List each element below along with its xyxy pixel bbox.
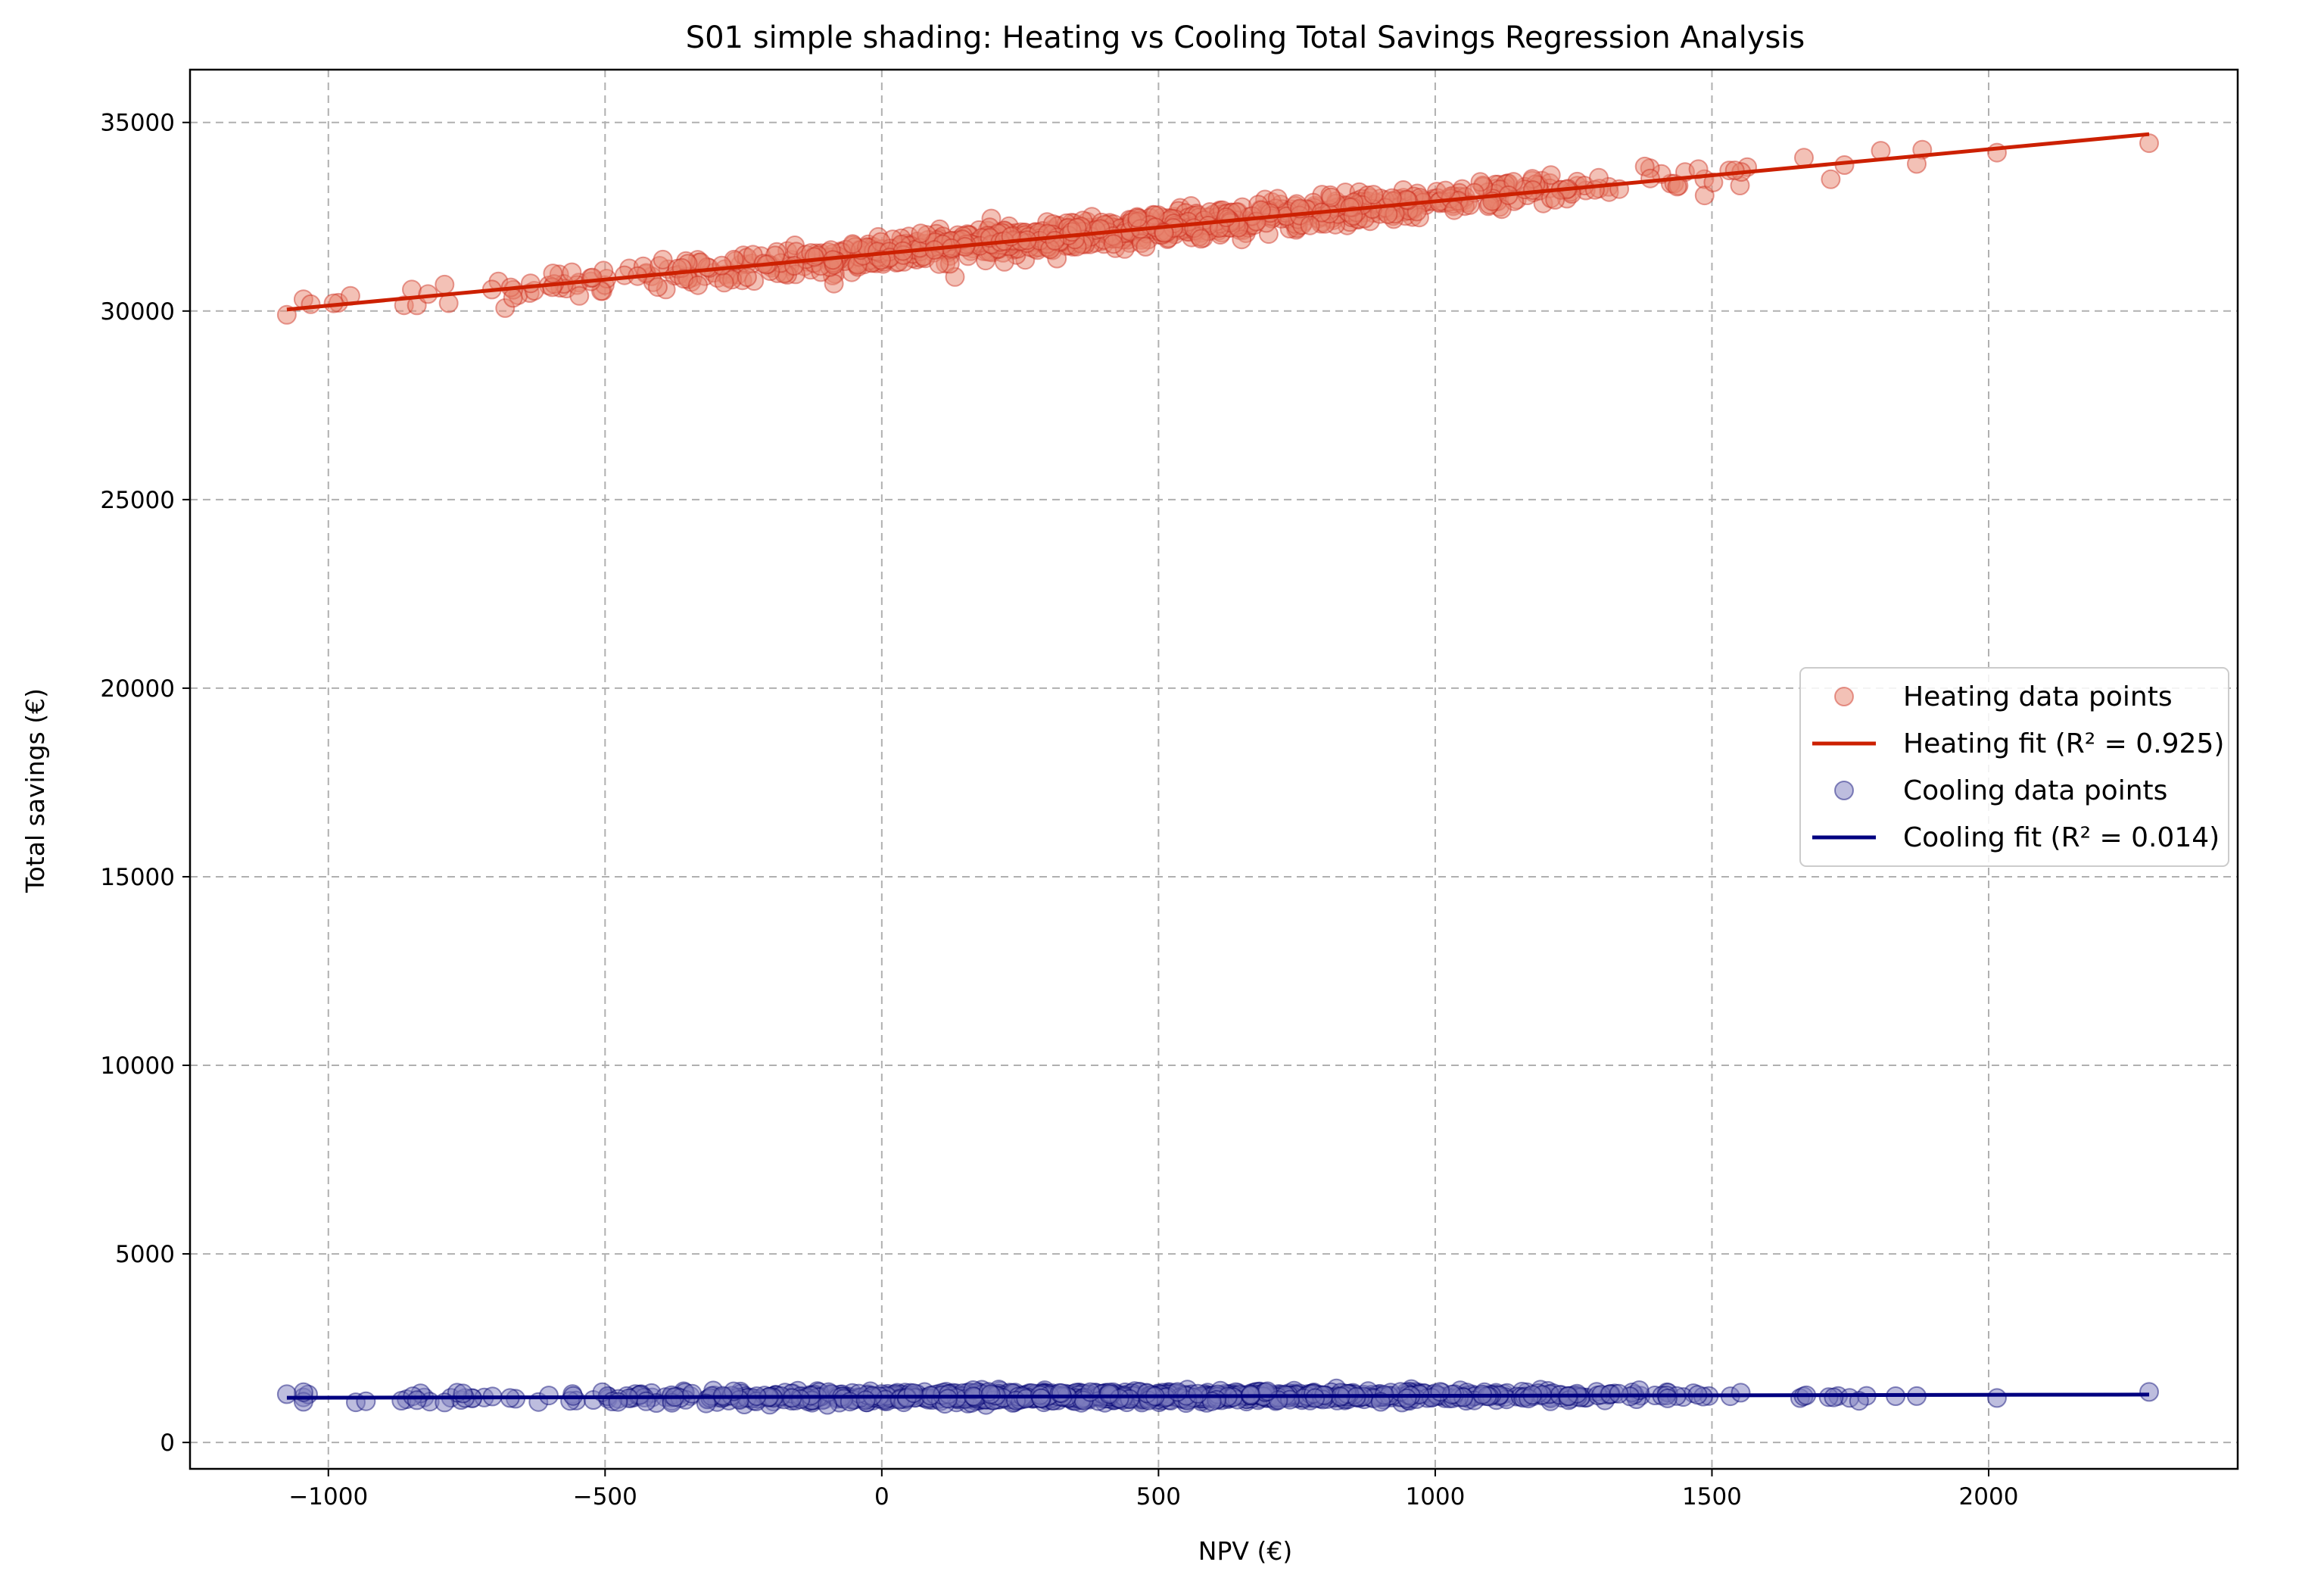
legend-box — [1799, 667, 2229, 867]
heating-data-point — [562, 262, 582, 282]
y-tick-label: 25000 — [100, 487, 175, 514]
heating-data-point — [569, 285, 590, 306]
cooling-data-point — [1305, 1388, 1326, 1408]
heating-data-point — [1694, 186, 1715, 206]
heating-data-point — [804, 247, 824, 267]
heating-data-point — [1640, 168, 1660, 189]
heating-data-point — [1191, 229, 1211, 249]
heating-data-point — [1541, 165, 1561, 186]
heating-data-point — [1104, 234, 1123, 254]
heating-data-point — [1363, 185, 1384, 205]
x-tick-label: 0 — [874, 1483, 889, 1510]
y-tick-label: 35000 — [100, 110, 175, 137]
heating-data-point — [647, 277, 668, 298]
y-tick-label: 15000 — [100, 864, 175, 891]
cooling-data-point — [1051, 1383, 1071, 1403]
heating-fit-line — [286, 132, 2150, 312]
heating-data-point — [843, 234, 863, 254]
x-axis-title: NPV (€) — [1198, 1536, 1292, 1566]
cooling-data-point — [1824, 1387, 1844, 1408]
grid-lines — [190, 70, 2238, 1469]
heating-data-scatter — [276, 133, 2159, 325]
heating-data-point — [435, 274, 455, 295]
heating-data-point — [1300, 215, 1320, 235]
heating-data-point — [1444, 200, 1464, 220]
x-tick-label: 500 — [1136, 1483, 1181, 1510]
x-tick-label: 2000 — [1959, 1483, 2019, 1510]
y-tick-label: 30000 — [100, 298, 175, 326]
legend-marker — [1834, 781, 1854, 800]
heating-data-point — [1435, 180, 1456, 201]
heating-data-point — [520, 273, 541, 294]
legend-label: Cooling fit (R² = 0.014) — [1903, 822, 2220, 853]
y-tick-label: 0 — [160, 1429, 175, 1457]
cooling-data-point — [453, 1383, 473, 1404]
cooling-data-point — [903, 1383, 924, 1403]
cooling-data-point — [276, 1384, 297, 1404]
series-layer — [276, 132, 2159, 1415]
cooling-data-point — [636, 1391, 656, 1411]
x-tick-label: −500 — [573, 1483, 637, 1510]
heating-data-point — [911, 223, 931, 244]
x-tick-label: 1000 — [1405, 1483, 1465, 1510]
y-axis-title: Total savings (€) — [20, 688, 50, 893]
cooling-data-point — [980, 1384, 1001, 1404]
legend-label: Heating data points — [1903, 681, 2173, 712]
axis-ticks: −1000 −500 0 500 1000 1500 2000050001000015000… — [100, 110, 2018, 1510]
cooling-data-point — [938, 1389, 958, 1409]
heating-data-point — [1216, 207, 1236, 227]
x-tick-label: 1500 — [1682, 1483, 1742, 1510]
plot-frame — [188, 68, 2239, 1470]
heating-data-point — [543, 263, 563, 284]
heating-data-point — [503, 288, 523, 308]
legend: Heating data points Heating fit (R² = 0.9… — [1799, 667, 2229, 867]
heating-data-point — [2139, 133, 2159, 154]
heating-data-point — [301, 294, 321, 314]
cooling-data-point — [855, 1390, 876, 1411]
cooling-data-point — [2139, 1382, 2159, 1402]
cooling-data-point — [356, 1391, 376, 1411]
heating-data-point — [1821, 169, 1841, 189]
legend-label: Heating fit (R² = 0.925) — [1903, 728, 2224, 759]
heating-data-point — [1321, 187, 1341, 207]
heating-data-point — [653, 249, 673, 270]
cooling-data-point — [1657, 1388, 1678, 1408]
heating-data-point — [1794, 148, 1814, 168]
heating-data-point — [737, 267, 757, 287]
cooling-data-point — [1099, 1384, 1120, 1404]
heating-data-point — [1136, 236, 1156, 257]
cooling-data-point — [1167, 1382, 1188, 1402]
y-tick-label: 5000 — [115, 1241, 175, 1268]
cooling-fit-line — [286, 1392, 2150, 1400]
heating-data-point — [712, 255, 732, 276]
cooling-data-point — [407, 1390, 427, 1411]
heating-data-point — [1545, 189, 1565, 210]
legend-marker — [1834, 687, 1854, 706]
heating-data-point — [1127, 207, 1148, 228]
cooling-data-point — [1731, 1383, 1751, 1403]
cooling-data-point — [1080, 1382, 1101, 1402]
y-tick-label: 10000 — [100, 1052, 175, 1080]
heating-data-point — [1267, 189, 1288, 209]
cooling-data-point — [1987, 1388, 2007, 1408]
cooling-data-point — [1188, 1383, 1208, 1404]
legend-label: Cooling data points — [1903, 775, 2167, 806]
heating-data-point — [688, 275, 708, 295]
heating-data-point — [1045, 230, 1065, 251]
heating-data-point — [1724, 161, 1745, 180]
x-tick-label: −1000 — [288, 1483, 368, 1510]
chart-title: S01 simple shading: Heating vs Cooling T… — [686, 20, 1805, 55]
heating-data-point — [438, 293, 459, 313]
heating-data-point — [582, 267, 603, 288]
y-tick-label: 20000 — [100, 675, 175, 703]
cooling-data-point — [1397, 1388, 1417, 1408]
heating-data-point — [714, 273, 734, 293]
cooling-data-point — [1430, 1382, 1450, 1402]
